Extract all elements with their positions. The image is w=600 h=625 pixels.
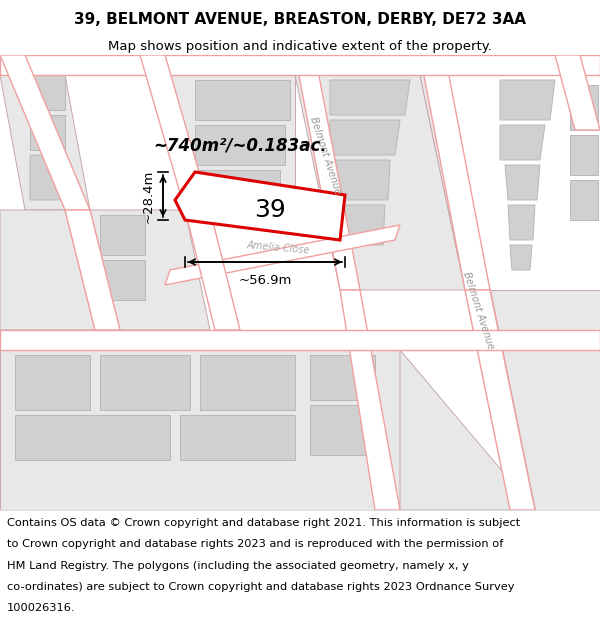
Polygon shape	[165, 55, 295, 75]
Polygon shape	[335, 160, 390, 200]
Polygon shape	[505, 165, 540, 200]
Polygon shape	[338, 205, 385, 245]
Polygon shape	[570, 135, 598, 175]
Polygon shape	[508, 205, 535, 240]
Polygon shape	[195, 125, 285, 165]
Polygon shape	[165, 75, 295, 210]
Text: Amelia Close: Amelia Close	[246, 240, 310, 256]
Text: 100026316.: 100026316.	[7, 603, 76, 613]
Text: to Crown copyright and database rights 2023 and is reproduced with the permissio: to Crown copyright and database rights 2…	[7, 539, 503, 549]
Text: ~740m²/~0.183ac.: ~740m²/~0.183ac.	[153, 136, 327, 154]
Polygon shape	[140, 55, 210, 210]
Polygon shape	[310, 405, 370, 455]
Text: Belmont Avenue: Belmont Avenue	[461, 270, 495, 350]
Text: Map shows position and indicative extent of the property.: Map shows position and indicative extent…	[108, 39, 492, 52]
Polygon shape	[500, 125, 545, 160]
Polygon shape	[400, 350, 535, 510]
Polygon shape	[195, 170, 280, 205]
Polygon shape	[510, 245, 532, 270]
Polygon shape	[465, 290, 535, 510]
Polygon shape	[200, 355, 295, 410]
Polygon shape	[100, 355, 190, 410]
Polygon shape	[295, 55, 360, 290]
Polygon shape	[315, 55, 420, 75]
Polygon shape	[90, 210, 210, 330]
Text: Belmont Avenue: Belmont Avenue	[308, 115, 342, 195]
Text: ~28.4m: ~28.4m	[142, 169, 155, 222]
Text: 39: 39	[254, 198, 286, 222]
Polygon shape	[25, 55, 165, 75]
Polygon shape	[0, 75, 90, 210]
Polygon shape	[310, 355, 375, 400]
Polygon shape	[65, 210, 120, 330]
Polygon shape	[330, 120, 400, 155]
Polygon shape	[175, 172, 345, 240]
Polygon shape	[100, 215, 145, 255]
Polygon shape	[185, 210, 240, 330]
Polygon shape	[295, 75, 360, 290]
Polygon shape	[100, 260, 145, 300]
Polygon shape	[180, 415, 295, 460]
Text: Contains OS data © Crown copyright and database right 2021. This information is : Contains OS data © Crown copyright and d…	[7, 518, 520, 528]
Polygon shape	[0, 55, 90, 210]
Polygon shape	[15, 415, 170, 460]
Polygon shape	[30, 75, 65, 110]
Polygon shape	[195, 80, 290, 120]
Text: co-ordinates) are subject to Crown copyright and database rights 2023 Ordnance S: co-ordinates) are subject to Crown copyr…	[7, 582, 515, 592]
Polygon shape	[0, 330, 600, 350]
Polygon shape	[0, 210, 95, 330]
Polygon shape	[445, 55, 555, 75]
Polygon shape	[580, 55, 600, 75]
Polygon shape	[30, 155, 70, 200]
Polygon shape	[340, 290, 400, 510]
Polygon shape	[0, 350, 400, 510]
Polygon shape	[165, 225, 400, 285]
Text: HM Land Registry. The polygons (including the associated geometry, namely x, y: HM Land Registry. The polygons (includin…	[7, 561, 469, 571]
Polygon shape	[420, 75, 490, 290]
Polygon shape	[570, 180, 598, 220]
Polygon shape	[315, 75, 465, 290]
Polygon shape	[465, 290, 535, 510]
Polygon shape	[15, 355, 90, 410]
Polygon shape	[500, 80, 555, 120]
Text: ~56.9m: ~56.9m	[238, 274, 292, 287]
Polygon shape	[330, 80, 410, 115]
Polygon shape	[420, 55, 490, 290]
Polygon shape	[0, 55, 600, 75]
Polygon shape	[570, 85, 598, 130]
Polygon shape	[490, 290, 600, 510]
Text: 39, BELMONT AVENUE, BREASTON, DERBY, DE72 3AA: 39, BELMONT AVENUE, BREASTON, DERBY, DE7…	[74, 12, 526, 27]
Polygon shape	[30, 115, 65, 150]
Polygon shape	[555, 55, 600, 130]
